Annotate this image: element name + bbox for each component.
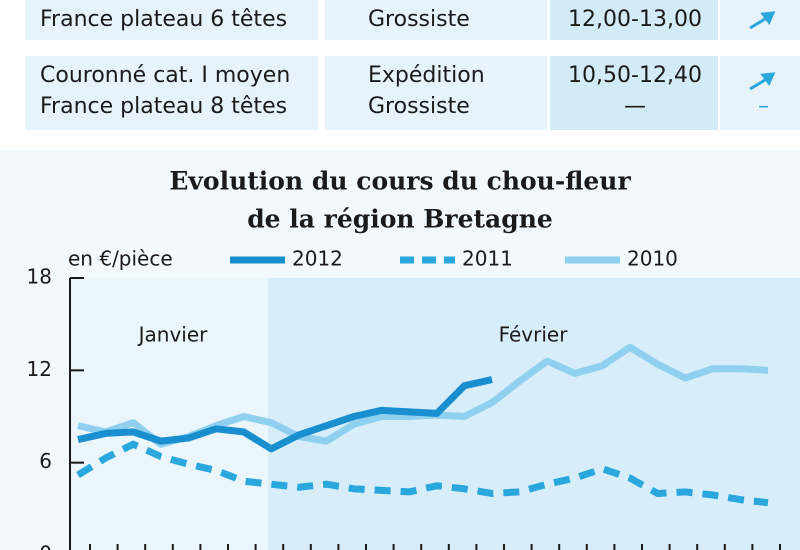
chart-title: de la région Bretagne [247, 205, 553, 234]
period-bg-february [268, 278, 800, 550]
cell-line: 12,00-13,00 [568, 7, 702, 32]
cell-line: France plateau 6 têtes [40, 7, 288, 32]
arrow-up [749, 72, 776, 91]
series-line [77, 376, 493, 453]
trend: – [758, 91, 769, 122]
trend-text: – [758, 94, 769, 119]
table-cell: Expédition Grossiste [368, 60, 548, 122]
cell-line: Grossiste [368, 94, 470, 119]
annotation: Janvier [137, 323, 209, 347]
y-axis-label: en €/pièce [68, 247, 173, 271]
table: France plateau 6 têtes Grossiste 12,00-13,… [0, 0, 800, 132]
table-cell: 10,50-12,40 — [560, 60, 710, 122]
row-bg [550, 0, 718, 40]
y-tick-label: 0 [39, 542, 52, 550]
cell-line: France plateau 8 têtes [40, 94, 288, 119]
row-bg [25, 56, 318, 130]
y-tick-label: 12 [27, 357, 52, 381]
legend-label: 2012 [292, 247, 343, 271]
cell-line: — [624, 94, 646, 119]
annotation: Février [499, 323, 569, 347]
cell-line: Couronné cat. I moyen [40, 63, 291, 88]
table-cell: Grossiste [368, 4, 548, 35]
legend-label: 2011 [462, 247, 513, 271]
y-tick-label: 6 [39, 449, 52, 473]
cell-line: Grossiste [368, 7, 470, 32]
row-bg [720, 0, 800, 40]
legend-label: 2010 [627, 247, 678, 271]
table-cell: France plateau 6 têtes [40, 4, 320, 35]
y-tick-label: 18 [27, 265, 52, 289]
table-cell: 12,00-13,00 [560, 4, 710, 35]
period-bg-january [70, 278, 268, 550]
row-bg [550, 56, 718, 130]
row-bg [325, 56, 547, 130]
chart-title: Evolution du cours du chou-fleur [169, 167, 631, 196]
trend-icons [749, 11, 776, 91]
cell-line: 10,50-12,40 [568, 63, 702, 88]
cell-line: Expédition [368, 63, 485, 88]
row-bg [325, 0, 547, 40]
chart: Evolution du cours du chou-fleur de la r… [0, 150, 800, 550]
series-line [76, 440, 769, 507]
table-cell: Couronné cat. I moyen France plateau 8 tê… [40, 60, 320, 122]
row-bg [25, 0, 318, 40]
arrow-up [749, 11, 776, 30]
row-bg [720, 56, 800, 130]
